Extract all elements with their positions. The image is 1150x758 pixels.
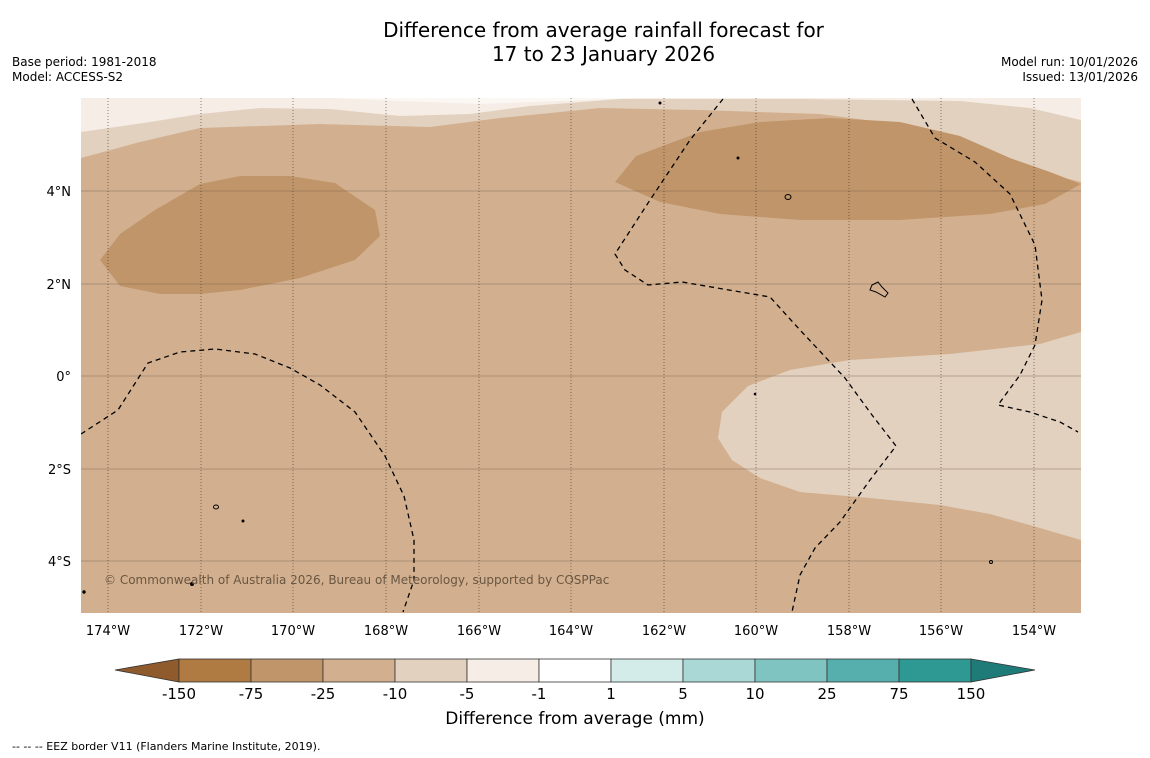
colorbar-tick-label: -150 bbox=[162, 685, 196, 703]
colorbar-segment bbox=[394, 658, 468, 683]
colorbar-segment bbox=[754, 658, 828, 683]
colorbar-tick-label: 1 bbox=[606, 685, 616, 703]
anomaly-band-light bbox=[81, 98, 1081, 182]
colorbar-segment bbox=[898, 658, 972, 683]
colorbar-tick-label: -75 bbox=[239, 685, 264, 703]
anomaly-band-white bbox=[330, 98, 640, 104]
longitude-gridlines bbox=[107, 98, 1035, 613]
eez-borders bbox=[81, 98, 1079, 613]
colorbar-tick-label: 5 bbox=[678, 685, 688, 703]
colorbar-segment bbox=[610, 658, 684, 683]
lon-label: 160°W bbox=[734, 624, 778, 639]
island-j bbox=[82, 590, 86, 594]
base-period: Base period: 1981-2018 bbox=[12, 55, 157, 69]
island-h bbox=[989, 560, 993, 564]
lon-label: 168°W bbox=[364, 624, 408, 639]
colorbar-tick-label: 75 bbox=[889, 685, 908, 703]
lon-label: 156°W bbox=[919, 624, 963, 639]
island-i bbox=[753, 392, 757, 396]
anomaly-band-lighter bbox=[81, 98, 1081, 132]
lon-label: 174°W bbox=[86, 624, 130, 639]
colorbar-tick-label: -5 bbox=[460, 685, 475, 703]
lon-label: 166°W bbox=[457, 624, 501, 639]
map-title-line2: 17 to 23 January 2026 bbox=[491, 42, 716, 66]
map-title: Difference from average rainfall forecas… bbox=[0, 18, 1150, 66]
color-bar bbox=[114, 658, 1036, 683]
colorbar-tick-label: 25 bbox=[817, 685, 836, 703]
colorbar-segment bbox=[178, 658, 252, 683]
eez-border-southwest bbox=[81, 348, 415, 613]
colorbar-tick-label: 10 bbox=[745, 685, 764, 703]
eez-border-east bbox=[911, 98, 1079, 433]
island-g bbox=[190, 582, 194, 586]
eez-border-central bbox=[614, 98, 897, 613]
lon-label: 154°W bbox=[1012, 624, 1056, 639]
islands bbox=[82, 101, 993, 594]
colorbar-ticks: -150 -75 -25 -10 -5 -1 1 5 10 25 75 150 bbox=[162, 685, 985, 703]
latitude-gridlines bbox=[81, 190, 1081, 562]
copyright-text: © Commonwealth of Australia 2026, Bureau… bbox=[104, 573, 609, 587]
colorbar-segment bbox=[682, 658, 756, 683]
lon-label: 158°W bbox=[827, 624, 871, 639]
lat-label: 0° bbox=[56, 370, 71, 385]
lat-label: 4°N bbox=[47, 185, 72, 200]
model-name: Model: ACCESS-S2 bbox=[12, 70, 124, 84]
island-a bbox=[869, 281, 889, 298]
colorbar-tick-label: -10 bbox=[383, 685, 408, 703]
eez-footnote: -- -- -- EEZ border V11 (Flanders Marine… bbox=[12, 740, 321, 753]
island-e bbox=[658, 101, 662, 105]
colorbar-tick-label: -25 bbox=[311, 685, 336, 703]
colorbar-segment bbox=[538, 658, 612, 683]
island-c bbox=[213, 504, 219, 510]
map-panel: © Commonwealth of Australia 2026, Bureau… bbox=[81, 98, 1081, 613]
island-f bbox=[241, 519, 245, 523]
colorbar-right-arrow bbox=[970, 658, 1036, 683]
colorbar-left-arrow bbox=[114, 658, 180, 683]
island-d bbox=[736, 156, 740, 160]
island-b bbox=[784, 194, 792, 200]
issued-date: Issued: 13/01/2026 bbox=[1022, 70, 1138, 84]
colorbar-segment bbox=[322, 658, 396, 683]
lon-label: 170°W bbox=[271, 624, 315, 639]
colorbar-tick-label: -1 bbox=[532, 685, 547, 703]
lon-label: 172°W bbox=[179, 624, 223, 639]
colorbar-tick-label: 150 bbox=[957, 685, 986, 703]
map-title-line1: Difference from average rainfall forecas… bbox=[383, 18, 824, 42]
colorbar-segment bbox=[250, 658, 324, 683]
latitude-labels: 4°N 2°N 0° 2°S 4°S bbox=[47, 185, 72, 570]
anomaly-patch-east bbox=[615, 118, 1081, 220]
colorbar-segment bbox=[466, 658, 540, 683]
meta-right: Model run: 10/01/2026 Issued: 13/01/2026 bbox=[1001, 55, 1138, 85]
colorbar-axis-label: Difference from average (mm) bbox=[445, 709, 705, 729]
lat-label: 4°S bbox=[48, 555, 71, 570]
lon-label: 164°W bbox=[549, 624, 593, 639]
lat-label: 2°N bbox=[47, 278, 72, 293]
colorbar-segment bbox=[826, 658, 900, 683]
anomaly-patch-west bbox=[100, 176, 380, 294]
meta-left: Base period: 1981-2018 Model: ACCESS-S2 bbox=[12, 55, 157, 85]
anomaly-patch-southeast bbox=[718, 332, 1081, 540]
longitude-labels: 174°W 172°W 170°W 168°W 166°W 164°W 162°… bbox=[86, 624, 1056, 639]
model-run: Model run: 10/01/2026 bbox=[1000, 55, 1138, 69]
lon-label: 162°W bbox=[642, 624, 686, 639]
lat-label: 2°S bbox=[48, 463, 71, 478]
